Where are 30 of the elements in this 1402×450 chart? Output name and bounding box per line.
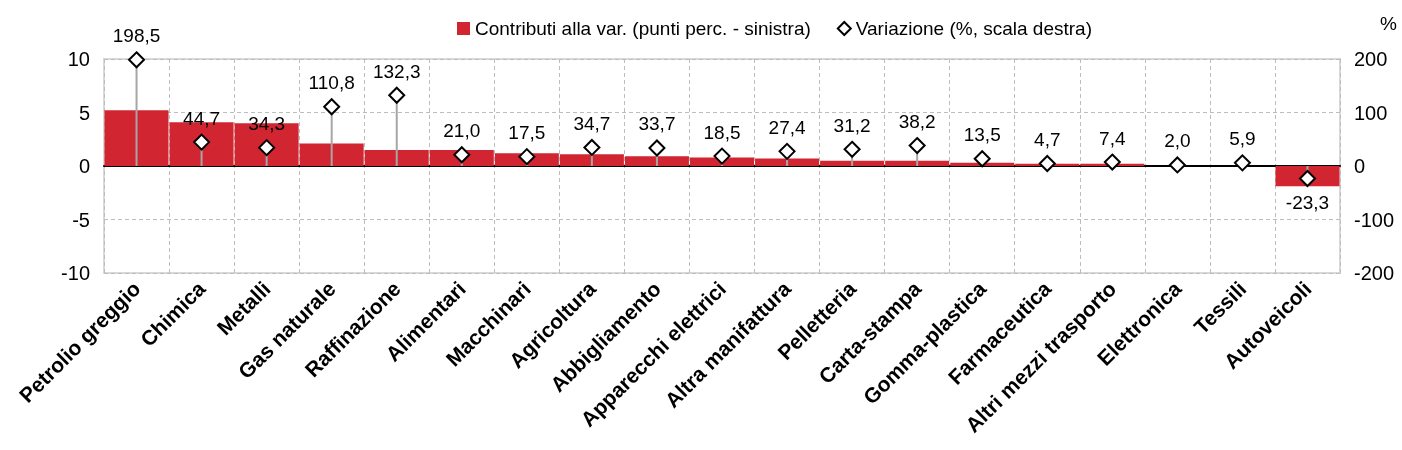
y2-tick-label: -200	[1354, 262, 1395, 284]
y2-tick-label: -100	[1354, 208, 1395, 231]
data-label: 21,0	[443, 120, 481, 142]
data-label: 34,7	[573, 112, 611, 134]
y-tick-label: 10	[67, 48, 90, 70]
data-label: 33,7	[638, 113, 676, 135]
data-label: 31,2	[833, 114, 871, 136]
legend-label: Variazione (%, scala destra)	[855, 18, 1092, 39]
data-label: -23,3	[1285, 191, 1330, 213]
data-label: 4,7	[1034, 128, 1061, 150]
legend-label: Contributi alla var. (punti perc. - sinistra)	[475, 18, 811, 39]
y2-axis-title: %	[1380, 13, 1397, 34]
data-label: 132,3	[372, 60, 421, 82]
y-tick-label: -5	[72, 208, 90, 231]
data-label: 38,2	[898, 111, 936, 133]
data-label: 18,5	[703, 121, 741, 143]
y2-tick-label: 0	[1354, 155, 1366, 177]
y2-tick-label: 100	[1354, 101, 1388, 124]
data-label: 17,5	[508, 122, 546, 144]
y-tick-label: 5	[78, 101, 90, 124]
data-label: 110,8	[308, 72, 355, 94]
data-label: 5,9	[1229, 128, 1256, 150]
data-label: 198,5	[112, 25, 161, 47]
data-label: 27,4	[768, 116, 806, 138]
data-label: 2,0	[1164, 130, 1191, 152]
y2-tick-label: 200	[1354, 48, 1388, 70]
y-tick-label: -10	[61, 262, 90, 284]
data-label: 13,5	[963, 124, 1001, 146]
data-label: 7,4	[1099, 127, 1126, 149]
y-tick-label: 0	[78, 155, 90, 177]
